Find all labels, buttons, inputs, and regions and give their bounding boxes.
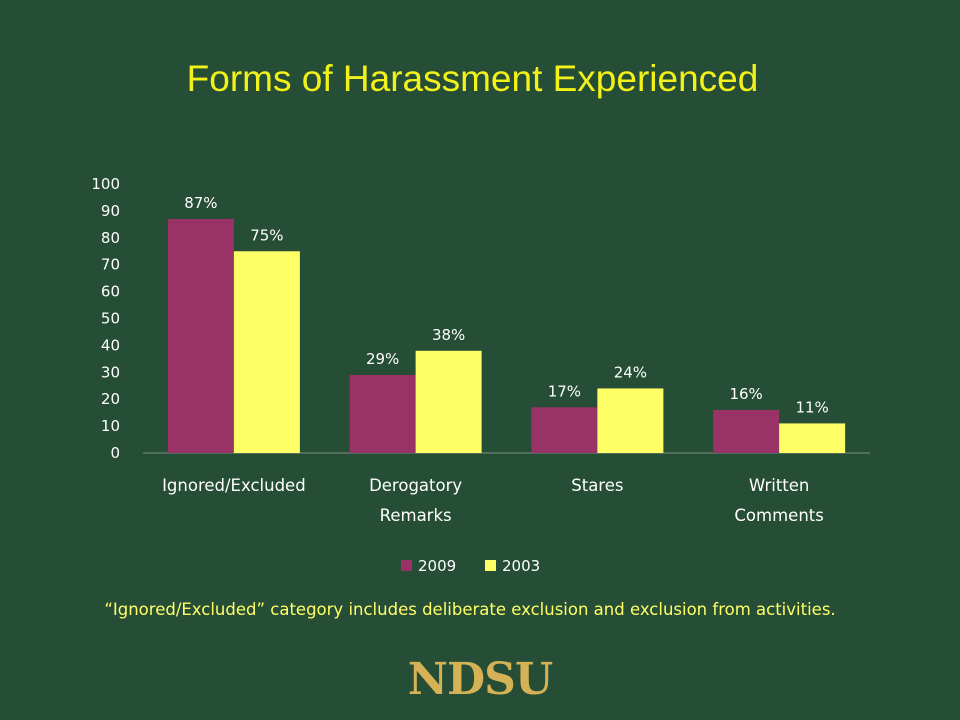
slide-title: Forms of Harassment Experienced (186, 58, 759, 99)
y-tick-label: 100 (91, 175, 120, 193)
bar-2009 (349, 374, 416, 453)
bar-2009 (531, 407, 598, 453)
category-label: Remarks (380, 506, 452, 525)
y-tick-label: 60 (101, 283, 120, 301)
data-label: 87% (184, 194, 217, 212)
data-label: 29% (366, 350, 399, 368)
y-tick-label: 30 (101, 363, 120, 381)
category-label: Comments (734, 506, 823, 525)
y-tick-label: 20 (101, 390, 120, 408)
legend-label-2003: 2003 (502, 557, 540, 575)
bars: 87% 75% 29% 38% 17% 24% 16% 11% (167, 194, 846, 453)
category-label: Ignored/Excluded (162, 476, 306, 495)
category-label: Stares (571, 476, 623, 495)
legend-label-2009: 2009 (418, 557, 456, 575)
y-tick-label: 90 (101, 202, 120, 220)
y-tick-label: 10 (101, 417, 120, 435)
legend: 2009 2003 (401, 557, 540, 575)
category-label: Derogatory (369, 476, 462, 495)
bar-2003 (597, 388, 664, 453)
y-tick-label: 50 (101, 310, 120, 328)
y-tick-label: 0 (110, 444, 120, 462)
y-tick-label: 40 (101, 336, 120, 354)
bar-2003 (415, 350, 482, 453)
data-label: 38% (432, 326, 465, 344)
y-tick-label: 80 (101, 229, 120, 247)
data-label: 11% (795, 398, 828, 416)
legend-swatch-2009 (401, 560, 412, 571)
y-tick-label: 70 (101, 256, 120, 274)
category-labels: Ignored/Excluded Derogatory Remarks Stares W… (162, 476, 824, 525)
data-label: 16% (729, 385, 762, 403)
category-label: Written (749, 476, 810, 495)
data-label: 24% (614, 363, 647, 381)
bar-2009 (713, 409, 780, 453)
data-label: 17% (548, 382, 581, 400)
bar-chart: 0 10 20 30 40 50 60 70 80 90 100 87% 75% 29% 38% 17% 24… (91, 175, 870, 575)
bar-2003 (233, 251, 300, 453)
data-label: 75% (250, 226, 283, 244)
ndsu-logo: NDSU (407, 654, 554, 705)
footnote: “Ignored/Excluded” category includes del… (104, 600, 836, 619)
bar-2003 (779, 423, 846, 453)
legend-swatch-2003 (485, 560, 496, 571)
bar-2009 (167, 218, 234, 453)
